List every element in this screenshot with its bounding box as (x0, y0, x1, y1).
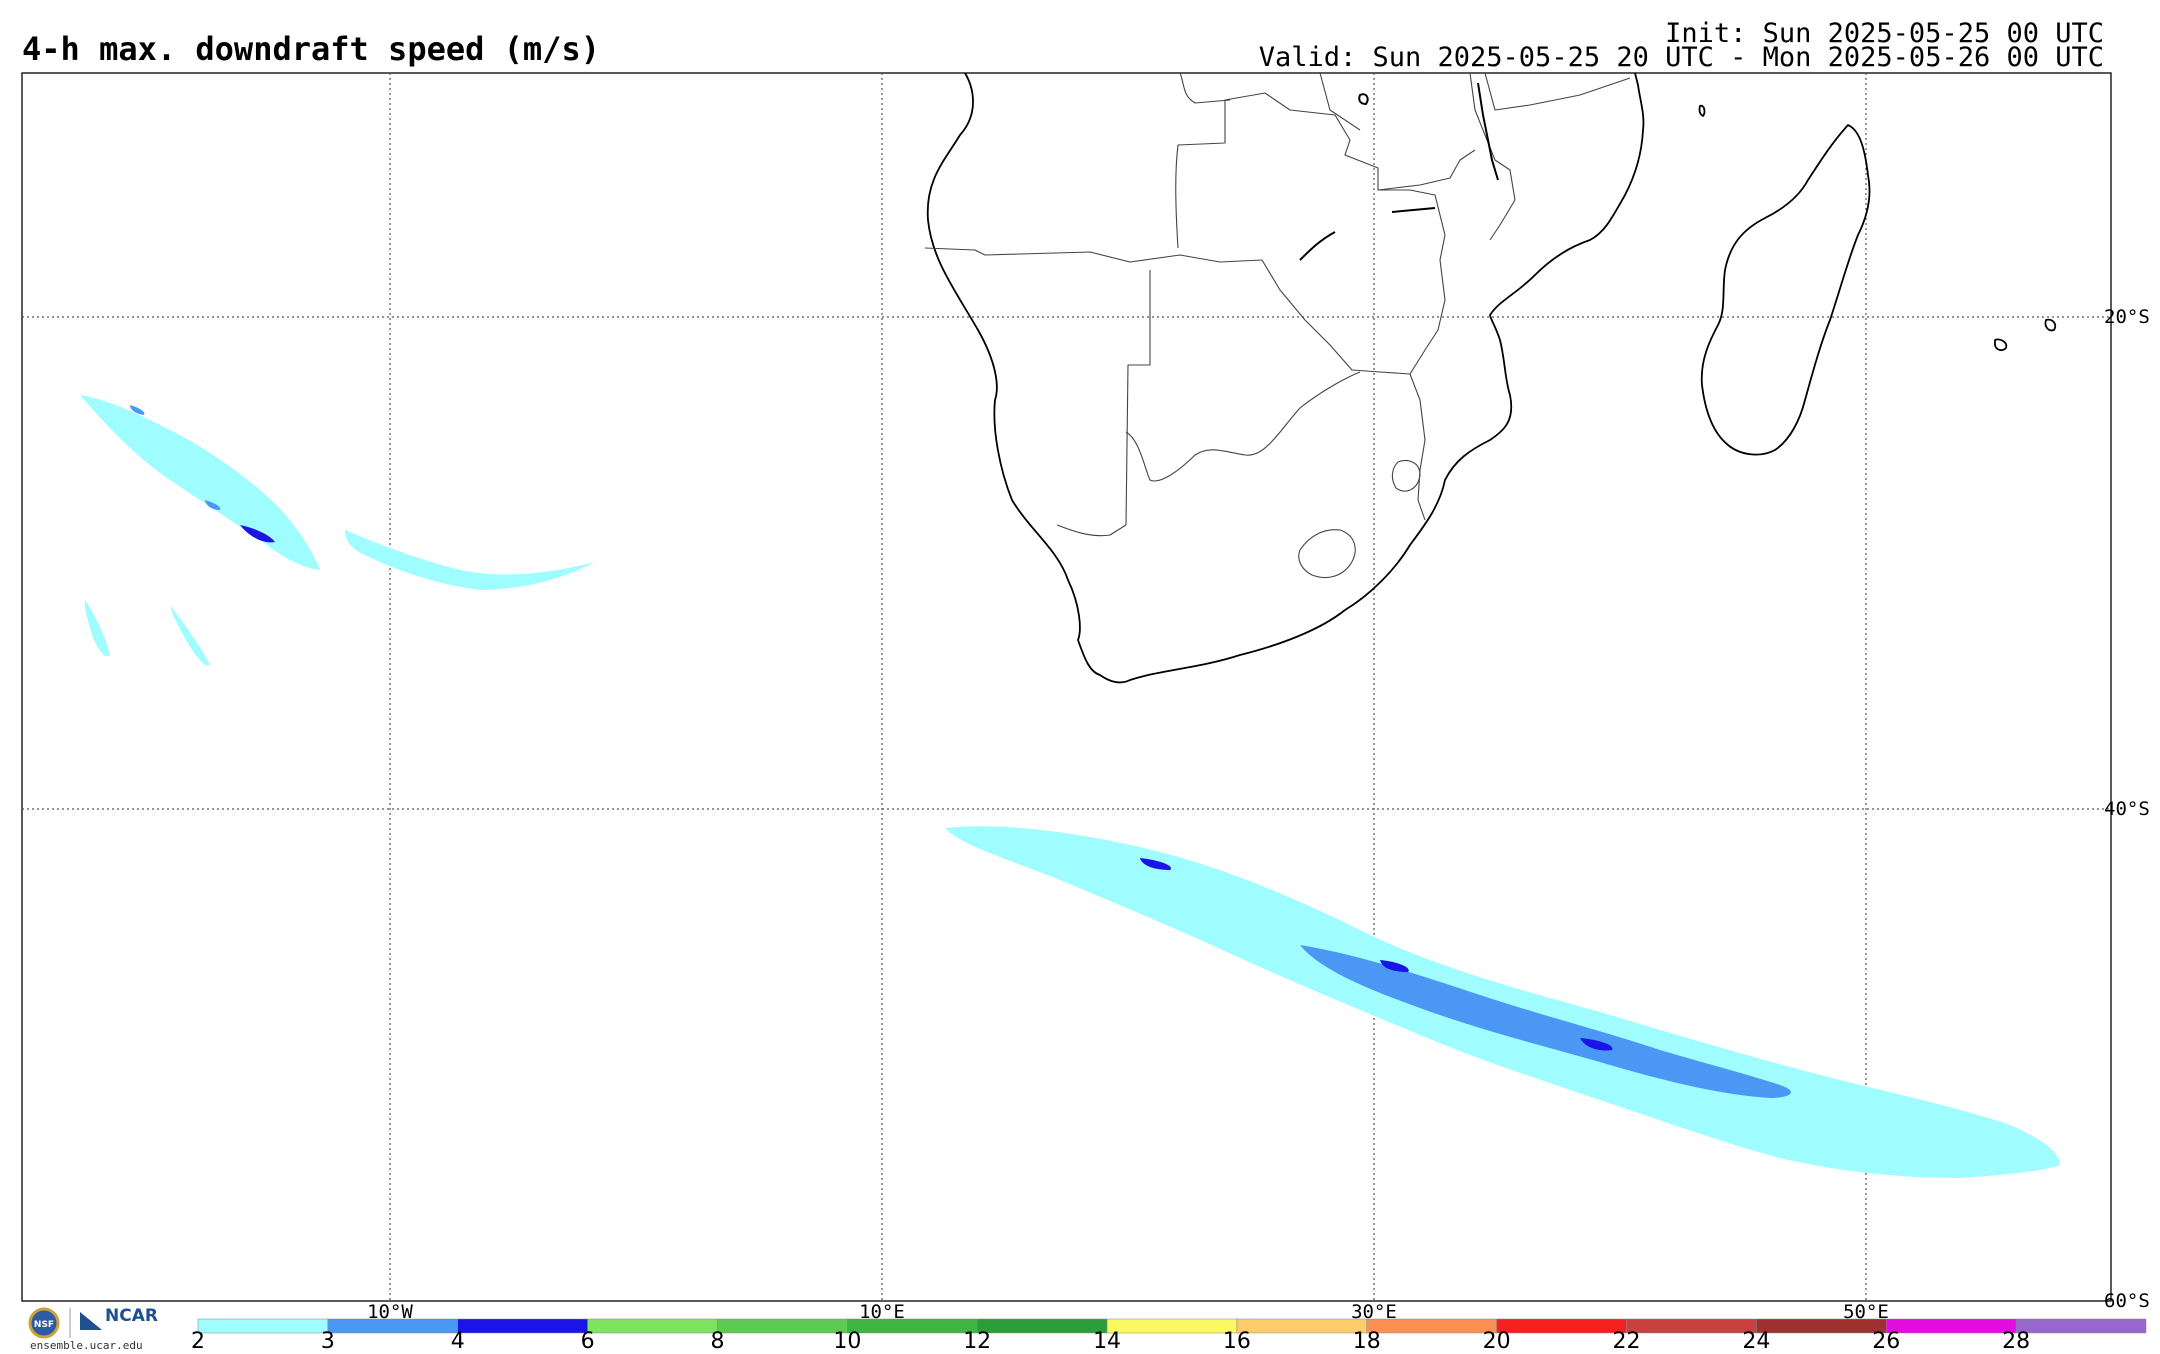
colorbar-tick-label: 24 (1742, 1329, 1770, 1354)
shaded-south-atlantic-cells (80, 395, 595, 666)
lon-label-10w: 10°W (367, 1301, 413, 1323)
cells-class-3-4-a (205, 500, 221, 510)
lake-malawi (1477, 82, 1499, 181)
band-class-4-6-c (1380, 960, 1409, 972)
madagascar-coastline (1700, 124, 1871, 456)
colorbar-tick-label: 22 (1613, 1329, 1641, 1354)
colorbar-swatch (587, 1318, 718, 1334)
colorbar-tick-label: 12 (963, 1329, 991, 1354)
colorbar-tick-label: 6 (581, 1329, 595, 1354)
logo-caption: ensemble.ucar.edu (30, 1339, 143, 1352)
gridlines (22, 73, 2111, 1301)
colorbar-tick-label: 16 (1223, 1329, 1251, 1354)
colorbar-swatch (847, 1318, 978, 1334)
lat-label-20s: 20°S (2104, 306, 2150, 328)
reunion-island (1994, 338, 2008, 352)
init-time: Init: Sun 2025-05-25 00 UTC (1665, 18, 2104, 49)
band-class-2-3 (945, 826, 2060, 1178)
colorbar-swatch (1626, 1318, 1757, 1334)
colorbar-tick-label: 20 (1483, 1329, 1511, 1354)
border-angola-namibia (924, 247, 1263, 263)
cells-class-2-3-c (84, 600, 110, 657)
colorbar-tick-label: 4 (451, 1329, 465, 1354)
colorbar: 2 3 4 6 8 10 12 14 16 18 20 22 24 26 28 (191, 1318, 2147, 1354)
border-namibia-botswana (1125, 270, 1151, 526)
band-class-4-6-b (1140, 858, 1171, 870)
lesotho-border (1298, 529, 1356, 579)
band-class-4-6-a (1580, 1038, 1613, 1051)
colorbar-tick-label: 18 (1353, 1329, 1381, 1354)
cells-class-2-3-a (80, 395, 320, 570)
lake-tanganyika-part (1391, 207, 1436, 213)
colorbar-swatch (327, 1318, 458, 1334)
colorbar-swatch (2015, 1318, 2147, 1334)
lat-label-40s: 40°S (2104, 798, 2150, 820)
lat-labels: 20°S 40°S 60°S (2104, 306, 2150, 1312)
border-tanzania (1484, 72, 1631, 111)
border-malawi (1469, 72, 1516, 241)
africa-coastline (926, 72, 1645, 684)
lon-label-30e: 30°E (1351, 1301, 1397, 1323)
colorbar-swatch (1496, 1318, 1627, 1334)
colorbar-tick-label: 10 (833, 1329, 861, 1354)
band-class-3-4 (1300, 945, 1791, 1098)
nsf-logo-text: NSF (34, 1320, 54, 1330)
nsf-logo: NSF (28, 1307, 71, 1339)
cells-class-4-6-a (240, 525, 275, 543)
shaded-southern-ocean-band (945, 826, 2060, 1178)
colorbar-tick-label: 28 (2002, 1329, 2030, 1354)
colorbar-tick-label: 14 (1093, 1329, 1121, 1354)
border-botswana-zimbabwe (1261, 259, 1411, 375)
chart-title: 4-h max. downdraft speed (m/s) (22, 30, 600, 68)
lat-label-60s: 60°S (2104, 1290, 2150, 1312)
border-mozambique (1409, 373, 1426, 521)
valid-time: Valid: Sun 2025-05-25 20 UTC - Mon 2025-… (1258, 42, 2104, 73)
ncar-logo-text: NCAR (105, 1306, 158, 1326)
colorbar-swatch (717, 1318, 848, 1334)
lake-kariba (1299, 231, 1336, 261)
country-borders (924, 72, 1631, 579)
colorbar-tick-label: 3 (321, 1329, 335, 1354)
colorbar-swatch (1366, 1318, 1497, 1334)
comoros-island (1698, 104, 1706, 117)
colorbar-tick-label: 26 (1872, 1329, 1900, 1354)
lakes (1299, 82, 1499, 261)
colorbar-swatch (457, 1318, 588, 1334)
colorbar-swatch (1756, 1318, 1887, 1334)
border-south-africa-north (1056, 371, 1361, 537)
border-zimbabwe-mozambique (1409, 234, 1446, 375)
lon-label-50e: 50°E (1843, 1301, 1889, 1323)
coastlines (926, 72, 2057, 684)
colorbar-swatch (1106, 1318, 1238, 1334)
colorbar-tick-label: 2 (191, 1329, 205, 1354)
colorbar-swatch (976, 1318, 1108, 1334)
eswatini-border (1391, 459, 1421, 492)
lake-mweru (1358, 93, 1369, 106)
lon-label-10e: 10°E (859, 1301, 905, 1323)
colorbar-swatch (1886, 1318, 2017, 1334)
lon-labels: 10°W 10°E 30°E 50°E (367, 1301, 1889, 1323)
cells-class-3-4-b (130, 405, 145, 415)
border-zambia (1175, 92, 1446, 249)
border-mozambique-zambia (1377, 149, 1476, 191)
cells-class-2-3-b (345, 530, 595, 590)
cells-class-2-3-d (170, 605, 210, 666)
ncar-logo-mark (80, 1312, 102, 1330)
colorbar-swatch (197, 1318, 329, 1334)
mauritius-island (2044, 318, 2057, 332)
colorbar-tick-label: 8 (710, 1329, 724, 1354)
border-drc (1179, 72, 1361, 131)
map-frame (21, 72, 2112, 1302)
colorbar-swatch (1236, 1318, 1368, 1334)
